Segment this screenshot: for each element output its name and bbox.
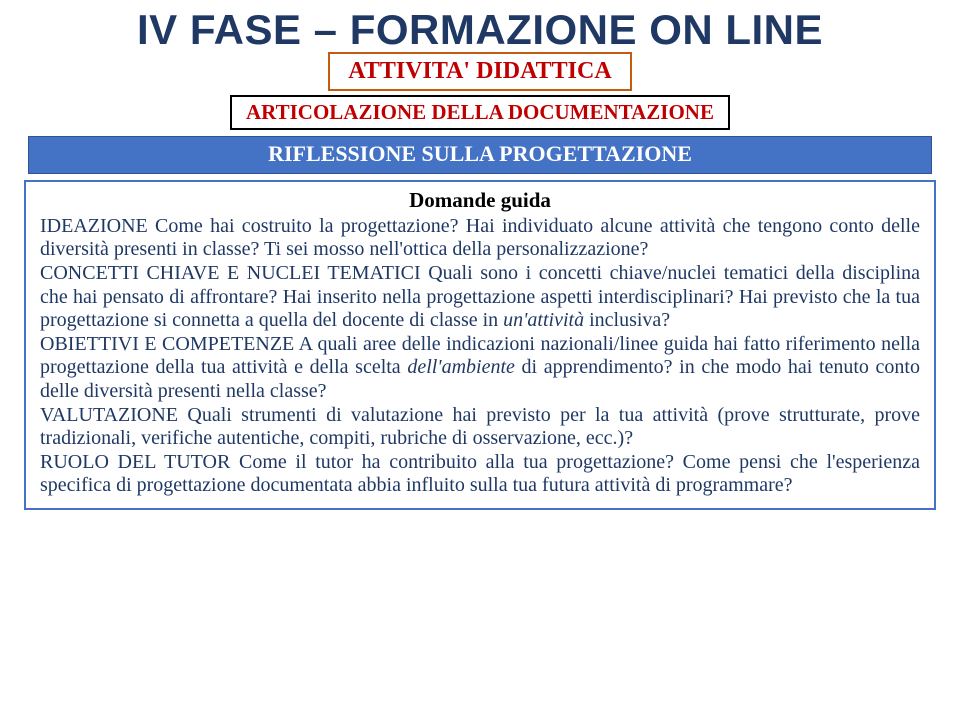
- activity-badge: ATTIVITA' DIDATTICA: [328, 52, 631, 91]
- kw-concetti: CONCETTI CHIAVE E NUCLEI TEMATICI: [40, 262, 421, 284]
- section-bar: RIFLESSIONE SULLA PROGETTAZIONE: [28, 136, 932, 174]
- kw-tutor: RUOLO DEL TUTOR: [40, 451, 230, 473]
- kw-valutazione: VALUTAZIONE: [40, 404, 178, 426]
- text-concetti-b: inclusiva?: [584, 309, 670, 331]
- page-title: IV FASE – FORMAZIONE ON LINE: [0, 0, 960, 54]
- text-concetti-italic: un'attività: [503, 309, 584, 331]
- badge-1-wrap: ATTIVITA' DIDATTICA: [0, 52, 960, 91]
- kw-obiettivi: OBIETTIVI E COMPETENZE: [40, 333, 294, 355]
- text-obiettivi-italic: dell'ambiente: [407, 356, 515, 378]
- para-tutor: RUOLO DEL TUTOR Come il tutor ha contrib…: [40, 451, 920, 498]
- guide-title: Domande guida: [40, 188, 920, 213]
- badge-2-wrap: ARTICOLAZIONE DELLA DOCUMENTAZIONE: [0, 95, 960, 130]
- kw-ideazione: IDEAZIONE: [40, 215, 148, 237]
- section-bar-text: RIFLESSIONE SULLA PROGETTAZIONE: [268, 141, 692, 166]
- para-concetti: CONCETTI CHIAVE E NUCLEI TEMATICI Quali …: [40, 262, 920, 333]
- para-valutazione: VALUTAZIONE Quali strumenti di valutazio…: [40, 404, 920, 451]
- para-ideazione: IDEAZIONE Come hai costruito la progetta…: [40, 215, 920, 262]
- content-box: Domande guida IDEAZIONE Come hai costrui…: [24, 180, 936, 510]
- text-ideazione: Come hai costruito la progettazione? Hai…: [40, 215, 920, 261]
- para-obiettivi: OBIETTIVI E COMPETENZE A quali aree dell…: [40, 333, 920, 404]
- articulation-badge: ARTICOLAZIONE DELLA DOCUMENTAZIONE: [230, 95, 730, 130]
